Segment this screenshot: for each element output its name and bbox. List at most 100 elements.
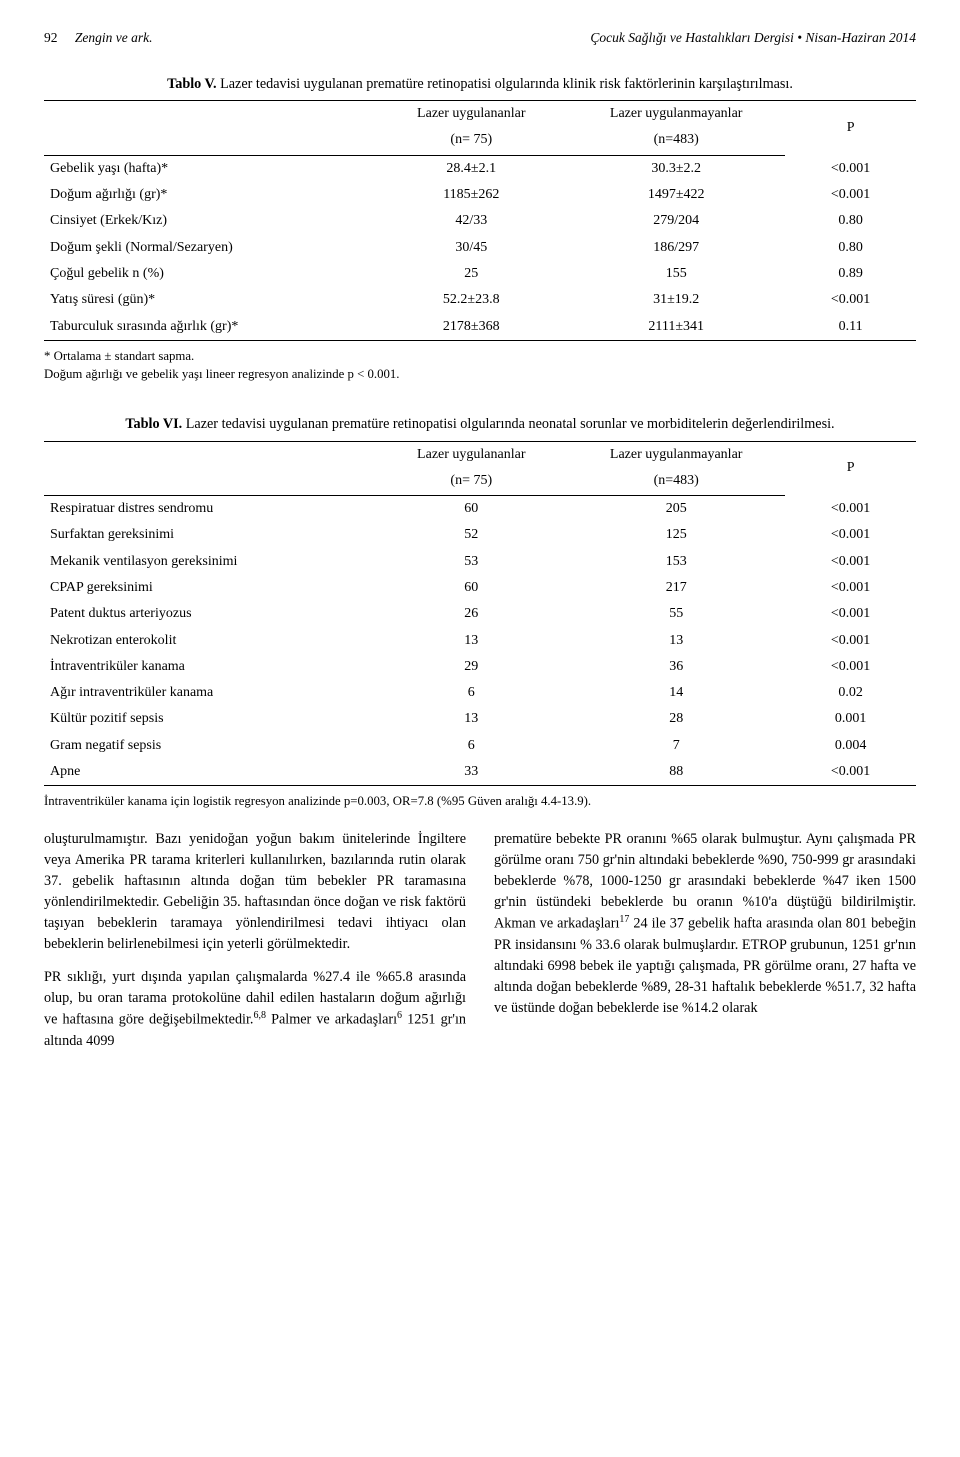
row-v2: 13 (567, 628, 785, 654)
table6-sh2: (n=483) (567, 468, 785, 496)
row-v1: 52.2±23.8 (375, 287, 567, 313)
table5: Lazer uygulananlar Lazer uygulanmayanlar… (44, 100, 916, 341)
row-v1: 26 (375, 601, 567, 627)
row-p: 0.004 (785, 733, 916, 759)
table-row: Doğum şekli (Normal/Sezaryen)30/45186/29… (44, 235, 916, 261)
running-header: 92 Zengin ve ark. Çocuk Sağlığı ve Hasta… (44, 28, 916, 48)
table-row: Gebelik yaşı (hafta)*28.4±2.130.3±2.2<0.… (44, 155, 916, 182)
table5-sh1: (n= 75) (375, 127, 567, 155)
body-columns: oluşturulmamıştır. Bazı yenidoğan yoğun … (44, 829, 916, 1064)
row-v2: 36 (567, 654, 785, 680)
row-v1: 33 (375, 759, 567, 786)
row-v2: 279/204 (567, 208, 785, 234)
row-v1: 1185±262 (375, 182, 567, 208)
row-label: Patent duktus arteriyozus (44, 601, 375, 627)
row-label: Cinsiyet (Erkek/Kız) (44, 208, 375, 234)
row-v1: 13 (375, 706, 567, 732)
table-row: Cinsiyet (Erkek/Kız)42/33279/2040.80 (44, 208, 916, 234)
row-label: İntraventriküler kanama (44, 654, 375, 680)
row-label: Gram negatif sepsis (44, 733, 375, 759)
row-p: <0.001 (785, 654, 916, 680)
row-p: 0.001 (785, 706, 916, 732)
row-p: <0.001 (785, 628, 916, 654)
row-v2: 14 (567, 680, 785, 706)
row-p: <0.001 (785, 496, 916, 523)
row-p: 0.89 (785, 261, 916, 287)
row-p: <0.001 (785, 182, 916, 208)
row-p: <0.001 (785, 549, 916, 575)
table6-caption: Tablo VI. Lazer tedavisi uygulanan prema… (44, 414, 916, 435)
row-v2: 28 (567, 706, 785, 732)
row-label: Taburculuk sırasında ağırlık (gr)* (44, 314, 375, 341)
ref-sup-6-8: 6,8 (253, 1010, 266, 1021)
row-p: <0.001 (785, 759, 916, 786)
table5-footnote: * Ortalama ± standart sapma. Doğum ağırl… (44, 347, 916, 384)
row-label: Apne (44, 759, 375, 786)
table-row: Mekanik ventilasyon gereksinimi53153<0.0… (44, 549, 916, 575)
row-v2: 7 (567, 733, 785, 759)
table6-caption-text: Lazer tedavisi uygulanan prematüre retin… (182, 416, 834, 432)
table-row: Kültür pozitif sepsis13280.001 (44, 706, 916, 732)
row-v1: 42/33 (375, 208, 567, 234)
table6-h3: P (785, 441, 916, 496)
left-p2: PR sıklığı, yurt dışında yapılan çalışma… (44, 967, 466, 1052)
row-v1: 52 (375, 522, 567, 548)
table6-sh0 (44, 468, 375, 496)
table5-sh0 (44, 127, 375, 155)
row-label: Respiratuar distres sendromu (44, 496, 375, 523)
row-p: <0.001 (785, 575, 916, 601)
header-authors: Zengin ve ark. (75, 30, 153, 45)
row-label: Gebelik yaşı (hafta)* (44, 155, 375, 182)
table5-sh2: (n=483) (567, 127, 785, 155)
table-row: Gram negatif sepsis670.004 (44, 733, 916, 759)
row-v2: 30.3±2.2 (567, 155, 785, 182)
table6-sh1: (n= 75) (375, 468, 567, 496)
row-p: 0.80 (785, 235, 916, 261)
table-row: Çoğul gebelik n (%)251550.89 (44, 261, 916, 287)
table-row: Surfaktan gereksinimi52125<0.001 (44, 522, 916, 548)
row-v2: 1497±422 (567, 182, 785, 208)
table6: Lazer uygulananlar Lazer uygulanmayanlar… (44, 441, 916, 787)
table-row: Respiratuar distres sendromu60205<0.001 (44, 496, 916, 523)
row-p: 0.02 (785, 680, 916, 706)
row-p: <0.001 (785, 601, 916, 627)
row-label: Doğum şekli (Normal/Sezaryen) (44, 235, 375, 261)
row-p: <0.001 (785, 287, 916, 313)
row-v1: 25 (375, 261, 567, 287)
right-p1: prematüre bebekte PR oranını %65 olarak … (494, 829, 916, 1019)
row-label: Nekrotizan enterokolit (44, 628, 375, 654)
right-column: prematüre bebekte PR oranını %65 olarak … (494, 829, 916, 1064)
row-v2: 2111±341 (567, 314, 785, 341)
row-v2: 55 (567, 601, 785, 627)
row-v1: 6 (375, 733, 567, 759)
row-label: Ağır intraventriküler kanama (44, 680, 375, 706)
table6-label: Tablo VI. (125, 416, 182, 432)
left-p2b: Palmer ve arkadaşları (266, 1012, 397, 1028)
row-label: Doğum ağırlığı (gr)* (44, 182, 375, 208)
row-label: Kültür pozitif sepsis (44, 706, 375, 732)
row-v1: 28.4±2.1 (375, 155, 567, 182)
row-label: Mekanik ventilasyon gereksinimi (44, 549, 375, 575)
row-p: <0.001 (785, 155, 916, 182)
table-row: Patent duktus arteriyozus2655<0.001 (44, 601, 916, 627)
table6-footnote: İntraventriküler kanama için logistik re… (44, 792, 916, 811)
table-row: CPAP gereksinimi60217<0.001 (44, 575, 916, 601)
table-row: Ağır intraventriküler kanama6140.02 (44, 680, 916, 706)
table5-label: Tablo V. (167, 76, 216, 92)
row-p: 0.11 (785, 314, 916, 341)
row-v2: 205 (567, 496, 785, 523)
row-v2: 125 (567, 522, 785, 548)
row-v1: 13 (375, 628, 567, 654)
row-label: CPAP gereksinimi (44, 575, 375, 601)
row-v1: 30/45 (375, 235, 567, 261)
row-p: 0.80 (785, 208, 916, 234)
row-v1: 53 (375, 549, 567, 575)
row-v2: 217 (567, 575, 785, 601)
table5-caption-text: Lazer tedavisi uygulanan prematüre retin… (217, 76, 793, 92)
row-v1: 2178±368 (375, 314, 567, 341)
table-row: Nekrotizan enterokolit1313<0.001 (44, 628, 916, 654)
row-v2: 31±19.2 (567, 287, 785, 313)
header-left: 92 Zengin ve ark. (44, 28, 152, 48)
table-row: İntraventriküler kanama2936<0.001 (44, 654, 916, 680)
table5-h3: P (785, 101, 916, 156)
